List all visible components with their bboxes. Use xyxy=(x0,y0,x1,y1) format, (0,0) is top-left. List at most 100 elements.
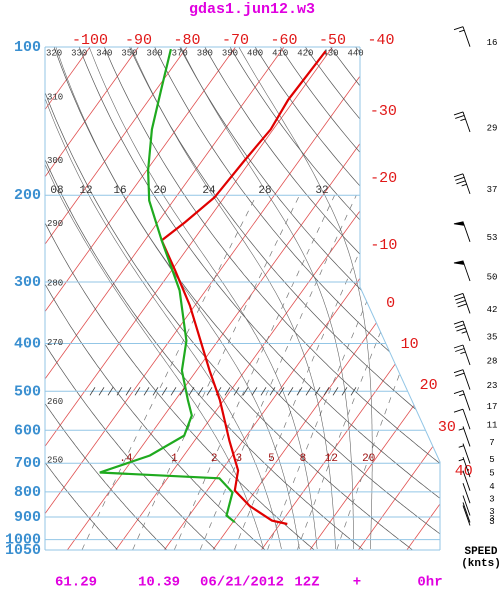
wind-speed: 23 xyxy=(487,381,498,391)
wind-speed: 4 xyxy=(489,482,494,492)
wind-barb xyxy=(453,111,471,133)
isotherm-label: -20 xyxy=(370,170,397,187)
hatch xyxy=(305,387,312,396)
dry-adiabat xyxy=(45,47,168,550)
dry-adiabat xyxy=(45,47,217,550)
y-tick-label: 600 xyxy=(14,422,41,439)
wind-speed: 16 xyxy=(487,38,498,48)
moist-adiabat xyxy=(89,47,318,550)
hatch xyxy=(350,387,357,396)
mixing-ratio-line xyxy=(173,195,335,550)
hatch xyxy=(278,387,285,396)
isotherm xyxy=(164,47,440,550)
y-tick-label: 500 xyxy=(14,383,41,400)
wind-barb xyxy=(453,320,471,342)
wind-speed: 5 xyxy=(489,455,494,465)
isotherm xyxy=(358,47,440,550)
dry-adiabat xyxy=(45,47,413,550)
dry-adiabat-label: 360 xyxy=(146,48,162,58)
wind-barb xyxy=(453,344,471,366)
dry-adiabat-label: 420 xyxy=(297,48,313,58)
isotherm-label: 0 xyxy=(386,295,395,312)
y-tick-label: 1050 xyxy=(5,542,41,559)
hatch xyxy=(206,387,213,396)
hatch xyxy=(89,387,96,396)
wind-barb xyxy=(453,221,471,242)
dry-adiabat xyxy=(204,47,440,550)
isotherm-label: 10 xyxy=(401,336,419,353)
wind-speed: 28 xyxy=(487,356,498,366)
moist-adiabat-label: 20 xyxy=(153,185,166,197)
moist-adiabat-label: 16 xyxy=(113,185,126,197)
wind-barb xyxy=(458,456,471,478)
annotations: 10020030040050060070080090010001050-100-… xyxy=(5,26,498,559)
wind-barb xyxy=(458,443,471,464)
profile-line xyxy=(160,50,327,526)
dry-adiabat-label: 290 xyxy=(47,219,63,229)
mixing-ratio-line xyxy=(132,195,300,550)
mixing-ratio-line xyxy=(296,195,438,550)
dry-adiabat xyxy=(45,47,364,550)
forecast-hour: 0hr xyxy=(417,575,442,591)
hatch xyxy=(179,387,186,396)
wind-barb xyxy=(453,26,471,47)
dry-adiabat-label: 390 xyxy=(222,48,238,58)
mixing-ratio-label: 12 xyxy=(325,453,338,465)
isotherm xyxy=(115,47,440,550)
hatch xyxy=(269,387,276,396)
wind-barb xyxy=(453,292,471,314)
dry-adiabat-label: 330 xyxy=(71,48,87,58)
plot-area xyxy=(45,47,440,550)
mixing-ratio-label: 5 xyxy=(268,453,275,465)
wind-speed: 7 xyxy=(489,438,494,448)
hatch xyxy=(134,387,141,396)
chart-title: gdas1.jun12.w3 xyxy=(189,1,315,18)
isotherm-label: -80 xyxy=(173,32,200,49)
wind-barb xyxy=(462,502,471,523)
hatch xyxy=(242,387,249,396)
dry-adiabat-label: 370 xyxy=(172,48,188,58)
dry-adiabat-label: 310 xyxy=(47,92,63,102)
mixing-ratio-label: 2 xyxy=(211,453,218,465)
mixing-ratio-label: 20 xyxy=(362,453,375,465)
hatch xyxy=(125,387,132,396)
hatch xyxy=(143,387,150,396)
wind-unit: (knts) xyxy=(461,558,501,570)
hatch xyxy=(323,387,330,396)
mixing-ratio-line xyxy=(81,195,257,550)
isotherm-label: 30 xyxy=(438,419,456,436)
dry-adiabat xyxy=(330,47,440,550)
date: 06/21/2012 xyxy=(200,575,284,591)
dry-adiabat-label: 380 xyxy=(197,48,213,58)
isotherm-label: -40 xyxy=(367,32,394,49)
isotherm-label: -30 xyxy=(370,103,397,120)
wind-speed: 5 xyxy=(489,468,494,478)
hatch xyxy=(107,387,114,396)
dry-adiabat-label: 280 xyxy=(47,278,63,288)
moist-adiabat-label: 32 xyxy=(315,185,328,197)
moist-adiabat-label: 12 xyxy=(79,185,92,197)
wind-speed: 29 xyxy=(487,123,498,133)
dry-adiabat-label: 430 xyxy=(322,48,338,58)
wind-speed: 37 xyxy=(487,185,498,195)
mixing-ratio-label: 3 xyxy=(236,453,243,465)
wind-speed: 3 xyxy=(489,517,494,527)
isotherm xyxy=(45,47,139,550)
dry-adiabat-label: 440 xyxy=(347,48,363,58)
hatch xyxy=(314,387,321,396)
y-tick-label: 100 xyxy=(14,39,41,56)
y-tick-label: 200 xyxy=(14,187,41,204)
isotherm-label: -70 xyxy=(222,32,249,49)
hatch xyxy=(152,387,159,396)
moist-adiabat xyxy=(130,47,336,549)
dry-adiabat xyxy=(129,47,440,550)
dry-adiabat xyxy=(45,47,118,550)
wind-barb xyxy=(458,426,471,447)
dry-adiabat-label: 250 xyxy=(47,456,63,466)
moist-adiabat xyxy=(238,47,373,549)
wind-barb xyxy=(453,390,471,411)
hatch xyxy=(224,387,231,396)
isotherm-label: -100 xyxy=(72,32,108,49)
mixing-ratio-label: 8 xyxy=(300,453,307,465)
moist-adiabat-label: 08 xyxy=(50,185,63,197)
